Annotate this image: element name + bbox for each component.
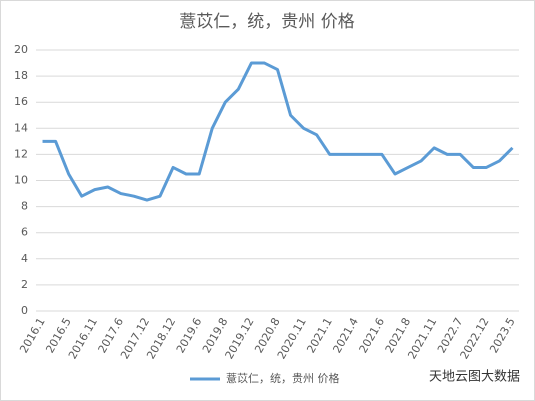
chart-title: 薏苡仁，统，贵州 价格: [179, 12, 354, 32]
y-tick-label: 4: [21, 252, 28, 265]
y-tick-label: 6: [21, 226, 28, 239]
y-tick-label: 12: [14, 147, 28, 160]
y-tick-label: 0: [21, 304, 28, 317]
line: [42, 61, 514, 202]
watermark: 天地云图大数据: [429, 370, 520, 385]
legend-label: 薏苡仁，统，贵州 价格: [226, 371, 340, 385]
y-tick-label: 16: [14, 95, 28, 108]
y-tick-label: 2: [21, 278, 28, 291]
y-tick-label: 20: [14, 43, 28, 56]
y-tick-label: 14: [14, 121, 28, 134]
y-tick-label: 8: [21, 200, 28, 213]
y-tick-label: 10: [14, 174, 28, 187]
y-tick-label: 18: [14, 69, 28, 82]
